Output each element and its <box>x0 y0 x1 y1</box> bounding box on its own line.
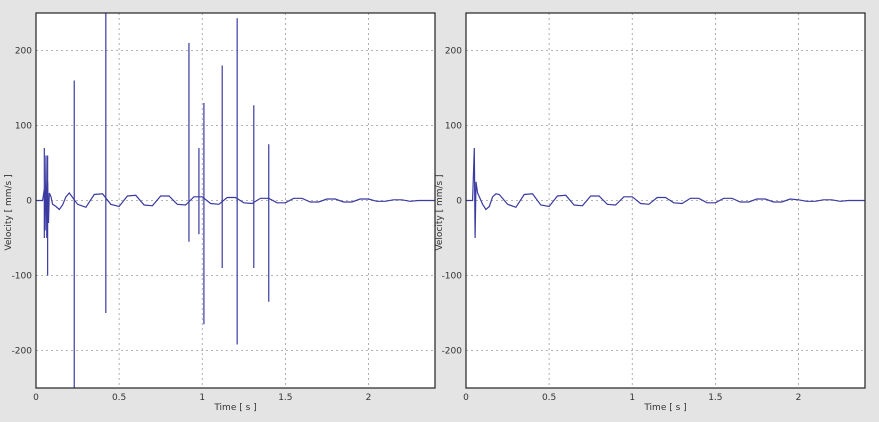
y-tick-label: -200 <box>12 347 33 357</box>
y-tick-label: -200 <box>442 347 463 357</box>
x-tick-label: 0.5 <box>112 393 126 403</box>
y-tick-label: 100 <box>445 122 462 132</box>
y-tick-label: -100 <box>442 272 463 282</box>
y-tick-label: 0 <box>456 197 462 207</box>
y-tick-label: -100 <box>12 272 33 282</box>
plot-frame <box>465 12 866 389</box>
x-tick-label: 0.5 <box>542 393 556 403</box>
chart-right-velocity: 0 0.5 1 1.5 2 200 100 0 -100 -200 Time [ s ] Veloci… <box>435 12 866 413</box>
y-tick-label: 200 <box>15 47 32 57</box>
x-axis-title: Time [ s ] <box>643 403 686 413</box>
y-axis-title: Velocity [ mm/s ] <box>4 174 14 250</box>
x-tick-label: 2 <box>796 393 802 403</box>
x-tick-label: 1 <box>629 393 635 403</box>
x-tick-label: 2 <box>366 393 372 403</box>
y-tick-label: 0 <box>26 197 32 207</box>
plot-frame <box>35 12 436 389</box>
x-tick-label: 0 <box>463 393 469 403</box>
y-tick-label: 200 <box>445 47 462 57</box>
series-line <box>466 147 865 239</box>
y-axis-title: Velocity [ mm/s ] <box>435 174 445 250</box>
x-tick-label: 1 <box>199 393 205 403</box>
series-line <box>36 155 435 239</box>
x-tick-label: 0 <box>33 393 39 403</box>
chart-left-velocity: 0 0.5 1 1.5 2 200 100 0 -100 -200 Time [ s ] Veloci… <box>4 12 436 413</box>
x-tick-label: 1.5 <box>708 393 722 403</box>
y-tick-label: 100 <box>15 122 32 132</box>
x-axis-title: Time [ s ] <box>213 403 256 413</box>
x-tick-label: 1.5 <box>278 393 292 403</box>
